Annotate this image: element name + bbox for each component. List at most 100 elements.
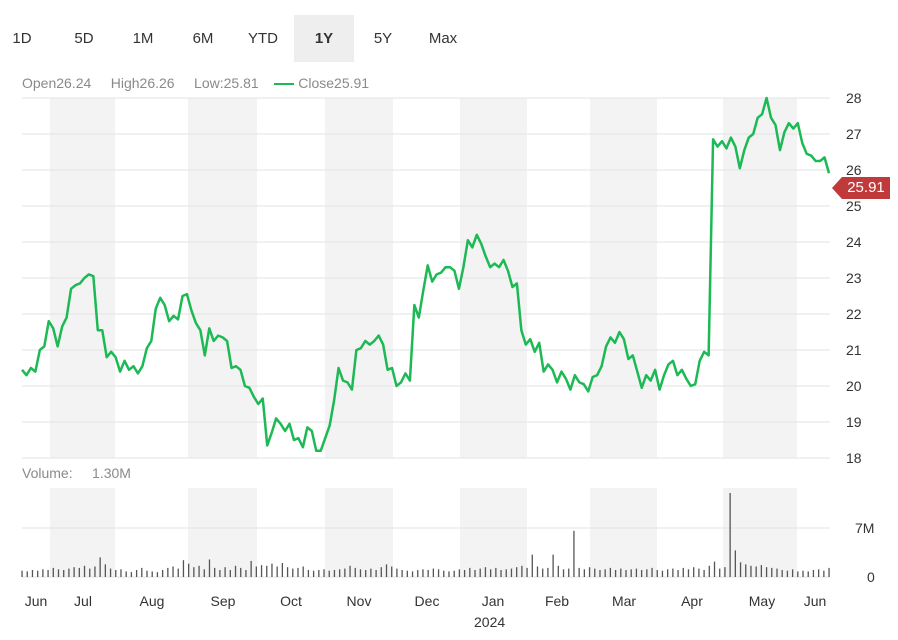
tab-ytd[interactable]: YTD	[248, 30, 278, 47]
volume-bar	[68, 568, 70, 577]
price-tick-label: 21	[846, 342, 862, 358]
volume-bar	[656, 570, 658, 577]
volume-bar	[739, 562, 742, 577]
volume-bar	[417, 570, 419, 577]
volume-tick-label: 7M	[855, 520, 874, 536]
volume-bar	[568, 568, 570, 577]
volume-bar	[146, 570, 148, 577]
tab-6m[interactable]: 6M	[192, 30, 214, 47]
volume-bar	[734, 550, 736, 577]
volume-bar	[391, 566, 393, 577]
volume-bar	[354, 567, 356, 577]
close-legend-line-icon	[274, 83, 295, 86]
volume-bar	[120, 569, 122, 577]
volume-bar	[375, 570, 377, 577]
high-label: High	[110, 75, 140, 91]
volume-bar	[443, 570, 445, 577]
volume-bar	[817, 569, 820, 577]
volume-readout: Volume: 1.30M	[22, 465, 131, 481]
volume-bar	[536, 566, 539, 577]
volume-bar	[344, 568, 346, 577]
volume-bar	[250, 560, 252, 577]
volume-bar	[141, 567, 143, 577]
price-tick-label: 18	[846, 450, 862, 466]
volume-bar	[260, 565, 263, 577]
volume-bar	[365, 570, 367, 577]
volume-bar	[552, 554, 554, 577]
tab-1m[interactable]: 1M	[132, 30, 154, 47]
volume-bar	[771, 567, 773, 577]
volume-bar	[755, 566, 757, 577]
volume-bar	[745, 564, 747, 577]
volume-bar	[719, 568, 721, 577]
tab-max[interactable]: Max	[428, 30, 458, 47]
volume-bar	[78, 567, 80, 577]
volume-bar	[349, 565, 351, 577]
volume-bar	[198, 565, 200, 577]
volume-bar	[594, 568, 596, 577]
volume-bar	[328, 570, 330, 577]
volume-bar	[318, 570, 320, 577]
price-line	[21, 96, 831, 453]
volume-bar	[802, 570, 804, 577]
price-tick-label: 20	[846, 378, 862, 394]
volume-bar	[307, 570, 310, 577]
volume-bar	[297, 567, 299, 577]
volume-bar	[786, 570, 789, 577]
volume-shaded-band-Jan	[460, 488, 527, 577]
volume-bar	[89, 568, 91, 577]
open-label: Open	[22, 75, 57, 91]
volume-bar	[422, 569, 424, 577]
volume-bar	[521, 565, 523, 577]
x-tick-label: Jun	[25, 593, 48, 609]
tab-5d[interactable]: 5D	[74, 30, 94, 47]
tab-1d[interactable]: 1D	[12, 30, 32, 47]
x-tick-label: May	[749, 593, 775, 609]
volume-bar	[94, 566, 96, 577]
volume-bar	[37, 570, 39, 577]
volume-bar	[26, 571, 28, 577]
volume-bar	[708, 565, 710, 577]
volume-bar	[47, 570, 49, 577]
volume-bar	[557, 565, 559, 577]
x-tick-label: Feb	[545, 593, 569, 609]
volume-bar	[646, 569, 648, 577]
volume-bar	[370, 568, 372, 577]
volume-bar	[458, 569, 461, 577]
volume-bar	[234, 565, 237, 577]
volume-shaded-band-Sep	[188, 488, 257, 577]
volume-bar	[396, 568, 398, 577]
volume-bar	[427, 570, 429, 577]
x-tick-label: Jul	[74, 593, 92, 609]
volume-bar	[240, 567, 242, 577]
tab-5y[interactable]: 5Y	[373, 30, 393, 47]
volume-bar	[614, 570, 617, 577]
high-value: 26.26	[139, 75, 175, 91]
volume-bar	[750, 565, 752, 577]
volume-bar	[823, 570, 825, 577]
volume-bar	[703, 570, 705, 577]
volume-bar	[156, 572, 159, 577]
volume-bar	[312, 570, 315, 577]
volume-bar	[229, 570, 231, 577]
price-tick-label: 19	[846, 414, 862, 430]
volume-bar	[640, 570, 643, 577]
volume-bar	[625, 570, 627, 577]
volume-bar	[781, 570, 783, 577]
volume-bar	[432, 568, 435, 577]
low-value: 25.81	[223, 75, 259, 91]
tab-1y[interactable]: 1Y	[294, 15, 354, 62]
volume-bar	[776, 568, 778, 577]
volume-bar	[104, 564, 107, 577]
low-label: Low:	[194, 75, 224, 91]
x-tick-label: Jun	[804, 593, 827, 609]
volume-bar	[542, 568, 544, 577]
price-tick-label: 24	[846, 234, 862, 250]
volume-bar	[791, 569, 794, 577]
volume-bar	[52, 567, 54, 577]
volume-bar	[489, 569, 492, 577]
volume-bar	[167, 567, 169, 577]
volume-bar	[526, 567, 528, 577]
volume-bar	[765, 567, 768, 577]
